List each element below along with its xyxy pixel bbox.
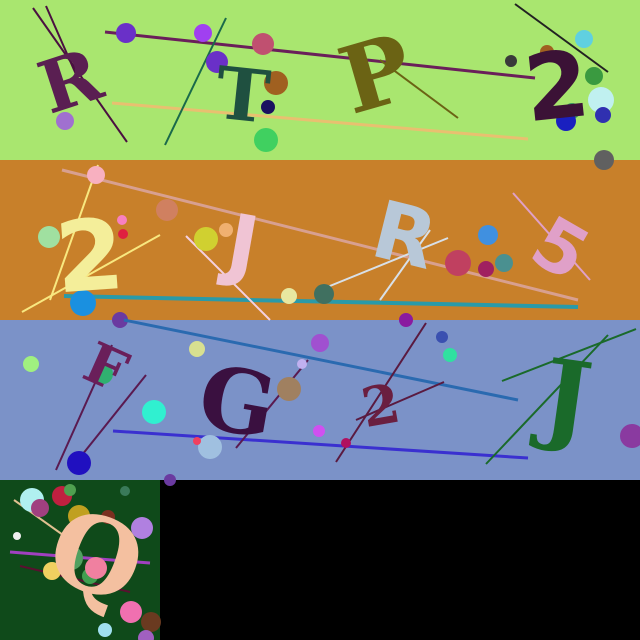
empty-area (160, 480, 640, 640)
band-2-char-1: 2 (52, 198, 128, 316)
tile-4-noise (9, 484, 161, 640)
band-3-char-2: G (191, 344, 283, 459)
band-1-char-4: 2 (519, 30, 594, 143)
band-2-noise (21, 164, 591, 328)
band-1-char-2: T (212, 50, 274, 140)
band-1-background (0, 0, 640, 160)
band-3-noise (23, 318, 640, 486)
band-1-noise (32, 3, 614, 170)
